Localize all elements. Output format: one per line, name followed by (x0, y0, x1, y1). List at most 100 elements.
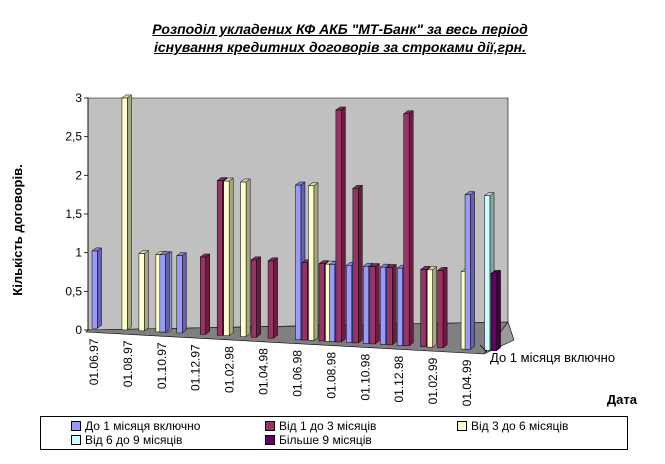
bar-До-1-місяця-включно-01.06.97 (91, 250, 98, 329)
bar-top-01.12.97-1 (199, 253, 211, 258)
y-tick-label: 1,5 (65, 207, 82, 221)
bar-top-01.10.98-1 (369, 263, 381, 267)
bar-top-01.09.98-1 (352, 185, 364, 189)
bar-side-01.11.98-1 (392, 264, 397, 346)
depth-axis-label: До 1 місяця включно (490, 350, 615, 365)
legend-item-4: Більше 9 місяців (265, 433, 372, 447)
bar-Від-3-до-6-місяців-01.06.98 (308, 185, 315, 341)
bar-До-1-місяця-включно-01.06.98 (295, 184, 302, 340)
bar-До-1-місяця-включно-01.10.98 (363, 265, 370, 344)
bar-side-01.09.98-1 (358, 184, 363, 344)
y-tick-label: 0,5 (65, 284, 82, 298)
bar-top-01.12.98-1 (402, 110, 414, 115)
chart-title-line-1: Розподіл укладених КФ АКБ "МТ-Банк" за в… (152, 21, 528, 37)
bar-Від-1-до-3-місяців-01.02.99 (437, 270, 444, 348)
bar-top-01.10.98-0 (362, 262, 374, 267)
y-tick-label: 2,5 (65, 130, 82, 144)
bar-top-01.04.99-0 (464, 191, 476, 195)
legend-label-0: До 1 місяця включно (85, 419, 201, 433)
y-axis-label: Кількість договорів. (10, 164, 25, 295)
bar-Від-1-до-3-місяців-01.06.98 (301, 262, 308, 341)
bar-top-01.07.97-2 (121, 94, 133, 99)
bar-До-1-місяця-включно-01.08.98 (329, 264, 336, 342)
x-tick-label: 01.12.97 (189, 344, 203, 391)
x-axis-label: Дата (606, 392, 637, 407)
bar-Від-1-до-3-місяців-01.11.98 (386, 267, 393, 346)
y-tick-label: 1 (75, 246, 82, 260)
bar-top-01.02.98-2 (239, 178, 251, 183)
legend-swatch-1 (265, 421, 275, 431)
legend-item-1: Від 1 до 3 місяців (265, 419, 376, 433)
bar-side-01.10.97-0 (165, 251, 170, 333)
bar-side-01.02.99-1 (442, 266, 448, 349)
x-tick-label: 01.04.98 (257, 348, 271, 395)
bar-side-01.03.98-1 (256, 256, 261, 338)
bar-Від-3-до-6-місяців-01.02.98 (240, 181, 247, 337)
bar-До-1-місяця-включно-01.12.98 (396, 267, 403, 346)
bar-До-1-місяця-включно-01.11.97 (176, 255, 183, 334)
bar-top-01.06.97-0 (91, 247, 103, 252)
bar-top-01.01.98-1 (216, 177, 228, 181)
bar-Від-1-до-3-місяців-01.10.98 (369, 266, 376, 345)
bar-Від-1-до-3-місяців-01.04.98 (267, 260, 274, 339)
legend-item-3: Від 6 до 9 місяців (71, 433, 182, 447)
x-tick-label: 01.12.98 (392, 355, 406, 402)
x-tick-label: 01.10.98 (358, 354, 372, 401)
bar-side-01.10.98-1 (375, 263, 380, 345)
bar-До-1-місяця-включно-01.04.99 (464, 194, 471, 350)
bar-Від-6-до-9-місяців-01.04.99 (484, 195, 491, 351)
bar-top-01.02.99-1 (436, 267, 448, 271)
bar-Від-1-до-3-місяців-01.12.98 (403, 113, 410, 347)
legend-item-0: До 1 місяця включно (71, 419, 200, 433)
bar-Від-1-до-3-місяців-01.12.97 (199, 256, 206, 335)
x-tick-label: 01.06.97 (87, 338, 101, 385)
bar-top-01.01.99-2 (426, 266, 438, 271)
bar-top-01.11.98-0 (379, 263, 391, 268)
chart-title-line-2: існування кредитних договорів за строкам… (154, 39, 526, 55)
bar-Від-1-до-3-місяців-01.08.98 (335, 109, 342, 343)
bar-top-01.10.97-0 (159, 251, 171, 255)
legend-item-2: Від 3 до 6 місяців (457, 419, 568, 433)
bar-Від-3-до-6-місяців-01.01.99 (426, 269, 433, 348)
legend-swatch-2 (457, 421, 467, 431)
legend-label-4: Більше 9 місяців (279, 433, 372, 447)
x-tick-label: 01.08.98 (324, 352, 338, 399)
bar-side-01.08.98-1 (341, 106, 346, 343)
bar-Від-1-до-3-місяців-01.01.98 (216, 180, 223, 336)
bar-side-01.11.97-0 (182, 252, 187, 334)
bar-top-01.11.97-0 (176, 252, 188, 256)
bar-side-01.01.99-2 (432, 266, 437, 348)
bar-side-01.06.98-2 (313, 182, 319, 341)
bar-top-01.04.99-4 (490, 270, 502, 274)
y-tick-label: 2 (75, 168, 82, 182)
bar-Від-3-до-6-місяців-01.08.97 (138, 253, 145, 332)
bar-side-01.12.97-1 (205, 253, 210, 335)
depth-tick-mark (479, 344, 488, 353)
bar-top-01.04.98-1 (267, 257, 279, 262)
bar-Від-3-до-6-місяців-01.01.98 (223, 180, 230, 336)
bar-До-1-місяця-включно-01.09.98 (346, 264, 353, 343)
bar-top-01.11.98-1 (386, 264, 398, 268)
bar-Від-1-до-3-місяців-01.09.98 (352, 188, 359, 344)
bar-Від-1-до-3-місяців-01.07.98 (318, 263, 325, 342)
y-tick-label: 3 (75, 91, 82, 105)
bar-side-01.06.97-0 (97, 247, 102, 329)
legend-swatch-4 (265, 435, 275, 445)
legend-label-2: Від 3 до 6 місяців (471, 419, 569, 433)
bar-top-01.06.98-2 (307, 182, 319, 187)
bar-Від-1-до-3-місяців-01.03.98 (250, 259, 257, 338)
bar-top-01.08.97-2 (138, 250, 150, 254)
legend-swatch-3 (71, 435, 81, 445)
legend-swatch-0 (71, 421, 81, 431)
bar-side-01.02.98-2 (245, 178, 251, 338)
bar-Більше-9-місяців-01.04.99 (490, 273, 497, 351)
bar-top-01.03.98-1 (250, 256, 262, 261)
bar-side-01.12.98-1 (408, 110, 414, 347)
bar-top-01.01.98-2 (222, 177, 234, 182)
bar-top-01.06.98-0 (294, 181, 306, 186)
legend: До 1 місяця включно Від 1 до 3 місяців В… (40, 416, 628, 450)
bar-side-01.04.98-1 (273, 257, 278, 339)
bar-top-01.04.99-3 (483, 192, 495, 196)
x-tick-label: 01.06.98 (290, 350, 304, 397)
